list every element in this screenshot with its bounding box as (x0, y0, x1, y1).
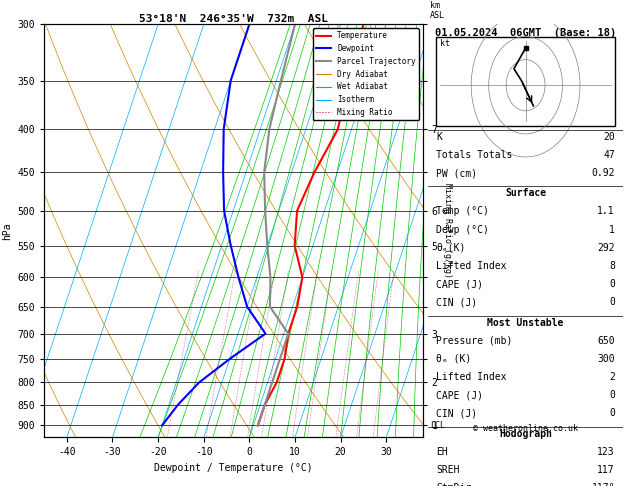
Text: Lifted Index: Lifted Index (437, 372, 507, 382)
X-axis label: Dewpoint / Temperature (°C): Dewpoint / Temperature (°C) (154, 463, 313, 473)
Text: Totals Totals: Totals Totals (437, 150, 513, 160)
Text: 117°: 117° (591, 483, 615, 486)
Text: kt: kt (440, 39, 450, 48)
Text: 5: 5 (260, 439, 264, 446)
Text: 123: 123 (598, 447, 615, 457)
Text: K: K (437, 132, 442, 142)
Text: Hodograph: Hodograph (499, 429, 552, 439)
Text: CIN (J): CIN (J) (437, 408, 477, 418)
Text: Dewp (°C): Dewp (°C) (437, 225, 489, 235)
Title: 53°18'N  246°35'W  732m  ASL: 53°18'N 246°35'W 732m ASL (139, 14, 328, 23)
Text: 1: 1 (165, 439, 169, 446)
Text: θₑ (K): θₑ (K) (437, 354, 472, 364)
Text: 650: 650 (598, 336, 615, 346)
Bar (437, 37, 615, 125)
Text: 0: 0 (609, 408, 615, 418)
Text: 292: 292 (598, 243, 615, 253)
Text: km
ASL: km ASL (430, 1, 445, 20)
Text: 20: 20 (603, 132, 615, 142)
Text: CIN (J): CIN (J) (437, 297, 477, 307)
Text: EH: EH (437, 447, 448, 457)
Text: 10: 10 (303, 439, 312, 446)
Text: Surface: Surface (505, 188, 546, 198)
Text: 0.92: 0.92 (591, 168, 615, 178)
Text: 1: 1 (609, 225, 615, 235)
Text: 0: 0 (609, 279, 615, 289)
Text: 47: 47 (603, 150, 615, 160)
Text: 20: 20 (352, 439, 361, 446)
Text: StmDir: StmDir (437, 483, 472, 486)
Text: 1.1: 1.1 (598, 207, 615, 216)
Text: Temp (°C): Temp (°C) (437, 207, 489, 216)
Text: 8: 8 (609, 261, 615, 271)
Text: 0: 0 (609, 390, 615, 400)
Text: 2: 2 (204, 439, 208, 446)
Text: 0: 0 (609, 297, 615, 307)
Y-axis label: hPa: hPa (2, 222, 12, 240)
Text: CAPE (J): CAPE (J) (437, 279, 483, 289)
Text: 300: 300 (598, 354, 615, 364)
Text: Most Unstable: Most Unstable (487, 318, 564, 328)
Text: 3: 3 (228, 439, 232, 446)
Text: LCL: LCL (430, 421, 445, 430)
Legend: Temperature, Dewpoint, Parcel Trajectory, Dry Adiabat, Wet Adiabat, Isotherm, Mi: Temperature, Dewpoint, Parcel Trajectory… (313, 28, 419, 120)
Text: Pressure (mb): Pressure (mb) (437, 336, 513, 346)
Text: 01.05.2024  06GMT  (Base: 18): 01.05.2024 06GMT (Base: 18) (435, 29, 616, 38)
Text: 8: 8 (290, 439, 294, 446)
Text: 4: 4 (245, 439, 250, 446)
Text: © weatheronline.co.uk: © weatheronline.co.uk (473, 424, 578, 434)
Text: 15: 15 (331, 439, 340, 446)
Text: 2: 2 (609, 372, 615, 382)
Text: CAPE (J): CAPE (J) (437, 390, 483, 400)
Text: PW (cm): PW (cm) (437, 168, 477, 178)
Text: 25: 25 (369, 439, 377, 446)
Text: Lifted Index: Lifted Index (437, 261, 507, 271)
Text: θₑ(K): θₑ(K) (437, 243, 465, 253)
Text: 117: 117 (598, 465, 615, 475)
Y-axis label: Mixing Ratio (g/kg): Mixing Ratio (g/kg) (443, 183, 452, 278)
Text: SREH: SREH (437, 465, 460, 475)
